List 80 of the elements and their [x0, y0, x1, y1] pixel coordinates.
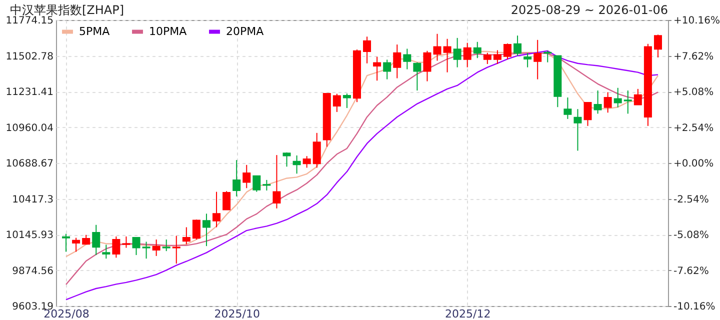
candlestick [342, 93, 351, 109]
candlestick [112, 236, 120, 258]
candlestick [564, 96, 572, 120]
candlestick [614, 87, 622, 108]
candlestick [272, 154, 281, 209]
y-tick-label: 11231.41 [6, 87, 54, 98]
candlestick [212, 191, 221, 228]
y2-tick-label: -7.62% [674, 266, 709, 277]
candlestick [654, 34, 662, 58]
candlestick [373, 56, 382, 82]
chart-title: 中汉苹果指数[ZHAP] [10, 3, 124, 17]
candlestick [534, 39, 542, 80]
candlestick [192, 219, 200, 240]
candlestick [232, 160, 241, 197]
candlestick [82, 234, 90, 245]
candlestick [604, 92, 612, 114]
legend-label: 5PMA [79, 24, 110, 38]
y2-tick-label: -10.16% [674, 302, 716, 312]
y-tick-label: 10417.3 [12, 194, 54, 206]
y2-tick-label: +5.08% [674, 87, 714, 98]
candlestick [292, 154, 301, 174]
candlestick [473, 41, 482, 59]
y-tick-label: 10960.04 [6, 122, 54, 134]
y-tick-label: 10688.67 [6, 158, 54, 170]
y2-tick-label: -5.08% [674, 230, 709, 241]
candlestick [92, 224, 100, 256]
candlestick [544, 50, 552, 63]
y2-tick-label: +2.54% [674, 122, 714, 134]
candlestick [332, 93, 341, 112]
legend-label: 20PMA [226, 24, 264, 38]
candlestick [393, 44, 402, 79]
candlestick [423, 50, 432, 82]
candlestick [594, 90, 602, 114]
y2-tick-label: +7.62% [674, 51, 714, 62]
candlestick [493, 50, 502, 65]
chart-subtitle: 2025-08-29 ~ 2026-01-06 [510, 3, 668, 17]
candlestick [624, 90, 632, 114]
candlestick [222, 190, 231, 210]
y-tick-label: 11502.78 [6, 51, 54, 62]
candlestick [132, 237, 140, 256]
candlestick [172, 235, 180, 264]
candlestick [634, 88, 642, 106]
candlestick [242, 164, 251, 189]
candlestick [102, 244, 110, 260]
y2-tick-label: +10.16% [674, 16, 720, 26]
candlestick [262, 179, 271, 191]
legend-label: 10PMA [149, 24, 188, 38]
y2-tick-label: -2.54% [674, 194, 709, 206]
candlestick [383, 59, 392, 80]
candlestick [443, 38, 452, 73]
y2-tick-label: +0.00% [674, 158, 714, 170]
candlestick [202, 213, 210, 247]
candlestick [282, 152, 291, 168]
candlestick [122, 236, 130, 248]
candlestick [584, 102, 592, 126]
candlestick [433, 33, 442, 62]
candlestick [302, 156, 311, 168]
y-tick-label: 11774.15 [6, 16, 54, 26]
candlestick [363, 36, 372, 64]
candlestick [503, 42, 512, 60]
candlestick [152, 238, 160, 256]
candlestick [574, 108, 582, 152]
y-tick-label: 9874.56 [12, 266, 54, 277]
y-tick-label: 10145.93 [6, 230, 54, 241]
candlestick [142, 241, 150, 260]
candlestick [62, 233, 70, 252]
candlestick [252, 175, 261, 192]
candlestick [403, 48, 412, 70]
x-tick-label: 2025/10 [214, 308, 260, 320]
candlestick [182, 226, 190, 245]
candlestick [483, 52, 492, 65]
candlestick [413, 62, 422, 91]
candlestick [162, 238, 170, 252]
candlestick [312, 132, 321, 168]
candlestick [514, 35, 522, 56]
candlestick [463, 42, 472, 68]
candlestick [72, 237, 80, 252]
candlestick [524, 52, 532, 68]
x-tick-label: 2025/12 [445, 308, 491, 320]
candlestick [453, 37, 462, 68]
